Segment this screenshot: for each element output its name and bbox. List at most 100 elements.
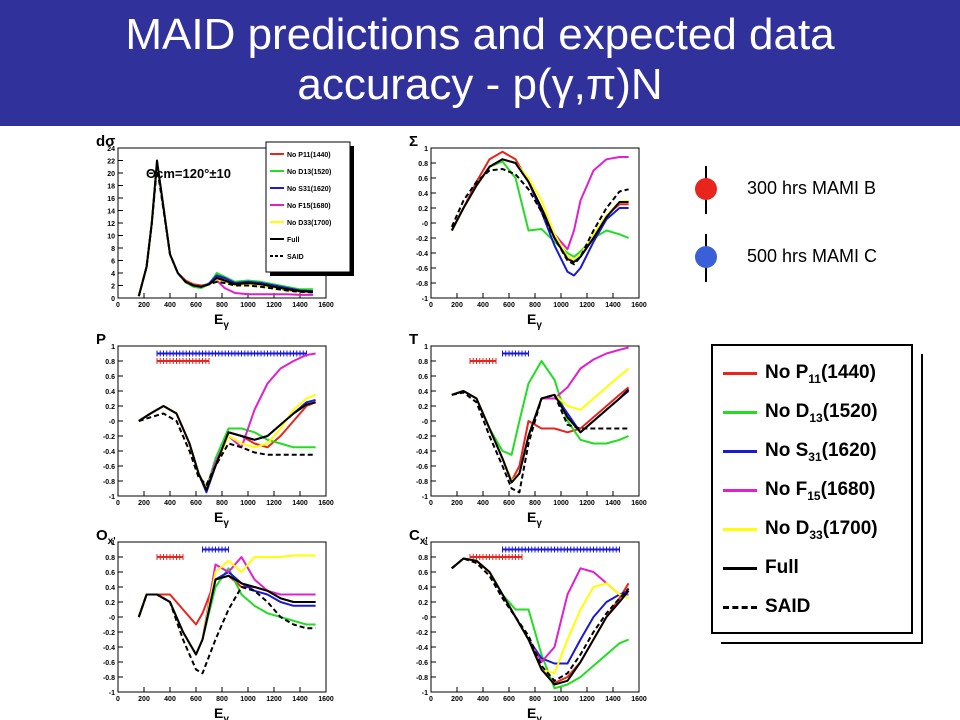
x-tick-label: 200: [451, 696, 463, 703]
y-tick-label: -0.4: [103, 449, 115, 456]
x-tick-label: 600: [503, 500, 515, 507]
y-tick-label: 1: [424, 146, 428, 153]
y-tick-label: 0.2: [418, 600, 428, 607]
y-tick-label: -0: [422, 615, 428, 622]
y-tick-label: 0.6: [105, 570, 115, 577]
x-tick-label: 0: [429, 500, 433, 507]
x-axis-label: Eγ: [214, 705, 229, 720]
projected-data-mami-b: [469, 554, 523, 560]
y-tick-label: -0.2: [416, 236, 428, 243]
x-axis-label-sub: γ: [536, 518, 542, 529]
y-tick-label: 14: [107, 209, 115, 216]
y-tick-label: -0.6: [103, 464, 115, 471]
y-tick-label: 0.2: [418, 404, 428, 411]
y-tick-label: 0.8: [105, 359, 115, 366]
x-axis-label-sub: γ: [223, 320, 229, 331]
panel-title: Σ: [409, 133, 418, 150]
x-tick-label: 1400: [292, 302, 308, 309]
x-tick-label: 1200: [579, 696, 595, 703]
y-tick-label: 8: [111, 246, 115, 253]
x-tick-label: 400: [477, 302, 489, 309]
x-tick-label: 1000: [240, 500, 256, 507]
legend-entry: No S31(1620): [713, 438, 911, 466]
y-tick-label: 16: [107, 196, 115, 203]
y-tick-label: 4: [111, 271, 115, 278]
projected-data-mami-c: [502, 546, 620, 553]
y-tick-label: -0.8: [416, 479, 428, 486]
page-title-line-2: accuracy - p(γ,π)N: [297, 60, 663, 109]
y-tick-label: 0.2: [418, 206, 428, 213]
y-tick-label: 0.8: [418, 359, 428, 366]
x-axis-label-sub: γ: [223, 714, 229, 720]
title-bar: MAID predictions and expected data accur…: [0, 0, 960, 126]
x-tick-label: 1400: [605, 500, 621, 507]
x-tick-label: 0: [429, 696, 433, 703]
chart-T: 0 200 400 600 800 1000 1200 1400 1600 -1 -0.8 -0.6 -…: [409, 331, 647, 529]
series-line-said: [138, 412, 316, 486]
x-axis-label-sub: γ: [536, 320, 542, 331]
x-tick-label: 1000: [553, 696, 569, 703]
x-tick-label: 1200: [266, 500, 282, 507]
y-tick-label: -0.4: [103, 645, 115, 652]
x-tick-label: 200: [138, 696, 150, 703]
x-tick-label: 600: [503, 302, 515, 309]
x-axis-label-sub: γ: [536, 714, 542, 720]
x-axis-label: Eγ: [214, 311, 229, 331]
projected-data-mami-c: [156, 350, 307, 357]
x-tick-label: 1000: [553, 500, 569, 507]
legend-label: SAID: [765, 596, 811, 617]
projected-data-mami-b: [156, 358, 210, 364]
y-tick-label: -0: [109, 419, 115, 426]
x-tick-label: 200: [138, 500, 150, 507]
y-tick-label: -0.6: [103, 660, 115, 667]
chart-dsigma: 0 200 400 600 800 1000 1200 1400 160002468101214…: [96, 133, 354, 331]
series-line-full: [451, 388, 630, 484]
legend-swatch: [723, 489, 757, 492]
x-tick-label: 200: [451, 302, 463, 309]
x-tick-label: 1400: [292, 696, 308, 703]
y-tick-label: 0.6: [418, 374, 428, 381]
y-tick-label: 0.4: [105, 389, 115, 396]
y-tick-label: 0.4: [418, 389, 428, 396]
y-tick-label: -0.8: [103, 479, 115, 486]
y-tick-label: -0: [422, 221, 428, 228]
legend-entry: SAID: [713, 594, 911, 622]
legend-swatch: [723, 567, 757, 570]
plot-frame: [117, 345, 327, 497]
page-title-line-1: MAID predictions and expected data: [125, 10, 835, 59]
x-tick-label: 800: [216, 500, 228, 507]
legend-swatch: [723, 450, 757, 453]
chart-P: 0 200 400 600 800 1000 1200 1400 1600 -1 -0.8 -0.6 -…: [96, 331, 334, 529]
beam-legend-mami-b: 300 hrs MAMI B: [695, 166, 935, 214]
y-tick-label: 0.4: [418, 191, 428, 198]
y-tick-label: -1: [422, 690, 428, 697]
y-tick-label: 0.4: [105, 585, 115, 592]
y-tick-label: 18: [107, 184, 115, 191]
panel-title: Ox': [96, 527, 116, 547]
chart-Cx: 0 200 400 600 800 1000 1200 1400 1600 -1 -0.8 -0.6 -…: [409, 527, 647, 720]
plot-frame: [117, 541, 327, 693]
legend-entry: No P11(1440): [713, 360, 911, 388]
y-tick-label: -1: [422, 494, 428, 501]
y-tick-label: 0.6: [105, 374, 115, 381]
y-tick-label: 22: [107, 159, 115, 166]
series-line-said: [451, 557, 630, 682]
y-tick-label: 12: [107, 221, 115, 228]
panel-title: Cx': [409, 527, 428, 547]
x-tick-label: 0: [116, 500, 120, 507]
y-tick-label: -0.8: [416, 675, 428, 682]
legend-entry: Full: [713, 555, 911, 583]
y-tick-label: -1: [109, 494, 115, 501]
legend-swatch: [723, 411, 757, 414]
x-tick-label: 400: [477, 500, 489, 507]
panel-title: T: [409, 331, 418, 348]
beam-legend-label: 300 hrs MAMI B: [747, 178, 877, 198]
x-tick-label: 1600: [631, 696, 647, 703]
x-axis-label: Eγ: [527, 311, 542, 331]
x-tick-label: 1400: [605, 696, 621, 703]
panel-title: dσ: [96, 133, 115, 150]
series-line-said: [137, 165, 314, 297]
series-line-full: [451, 557, 630, 686]
y-tick-label: 24: [107, 146, 115, 153]
